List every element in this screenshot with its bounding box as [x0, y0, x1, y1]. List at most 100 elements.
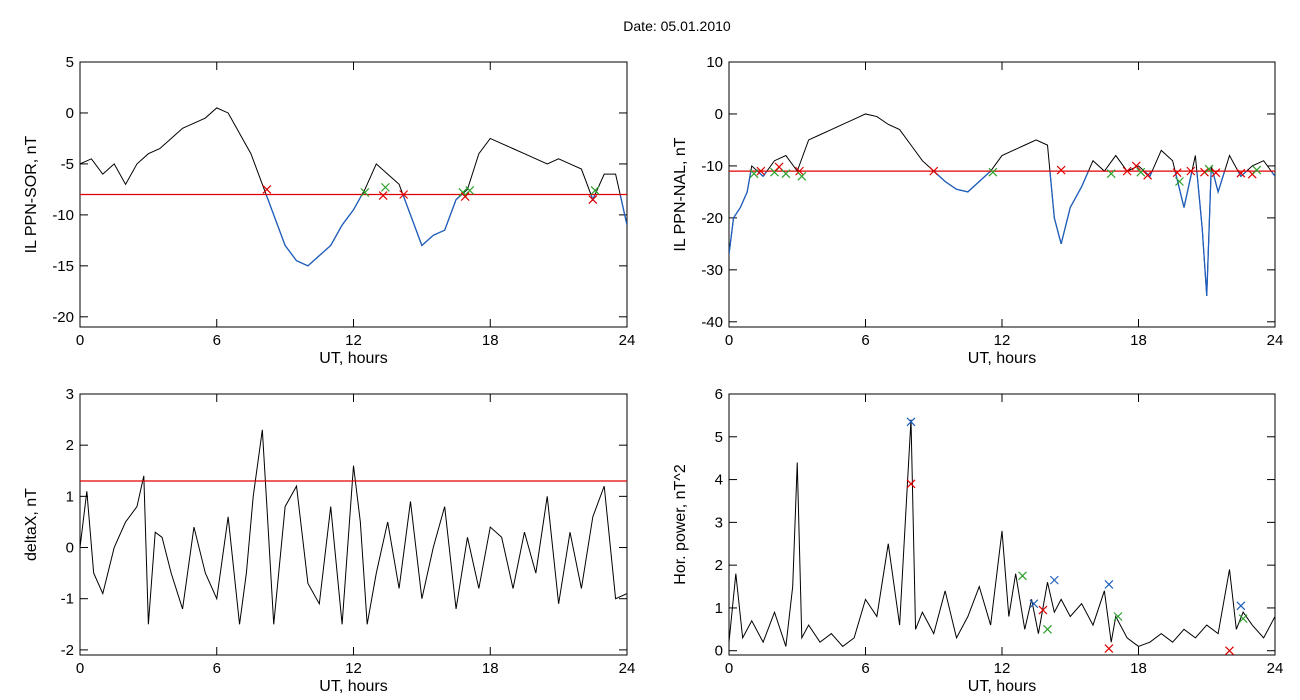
x-tick-label: 24 — [1267, 660, 1284, 677]
data-marker — [1211, 168, 1221, 178]
x-tick-label: 18 — [1130, 660, 1147, 677]
data-marker — [906, 417, 916, 427]
y-tick-label: 5 — [66, 54, 74, 71]
y-tick-label: 5 — [715, 429, 723, 446]
panel-hor-power: 0 6 12 18 24 6 5 4 3 2 1 0 UT, hours Hor. power, nT^2 — [672, 386, 1283, 695]
data-marker — [1172, 168, 1182, 178]
x-axis-label: UT, hours — [968, 678, 1036, 695]
data-marker — [1029, 599, 1039, 609]
y-tick-label: 0 — [715, 106, 723, 123]
series-line — [80, 429, 627, 625]
data-marker — [1104, 579, 1114, 589]
data-marker — [590, 185, 600, 195]
data-marker — [1113, 612, 1123, 621]
y-tick-label: -1 — [61, 591, 74, 608]
x-tick-label: 12 — [994, 660, 1011, 677]
data-marker — [756, 166, 766, 176]
y-tick-label: 2 — [66, 437, 74, 454]
y-tick-label: -10 — [701, 158, 723, 175]
y-tick-label: -10 — [52, 207, 74, 224]
y-tick-label: 0 — [66, 105, 74, 122]
data-marker — [262, 184, 272, 194]
x-axis-label: UT, hours — [968, 350, 1036, 367]
data-marker — [458, 188, 468, 197]
y-tick-label: -5 — [61, 156, 74, 173]
data-marker — [1038, 605, 1048, 615]
y-tick-label: 10 — [706, 54, 723, 71]
y-tick-label: 3 — [66, 386, 74, 403]
y-tick-label: 0 — [66, 540, 74, 557]
y-axis-label: IL PPN-SOR, nT — [23, 135, 40, 253]
data-marker — [1175, 177, 1184, 186]
y-tick-label: -2 — [61, 642, 74, 659]
data-marker — [1049, 575, 1059, 585]
data-marker — [1186, 166, 1196, 176]
data-marker — [1136, 167, 1146, 177]
y-axis-label: Hor. power, nT^2 — [672, 464, 689, 585]
data-marker — [1122, 166, 1132, 176]
data-marker — [1236, 601, 1246, 611]
data-marker — [465, 185, 475, 195]
y-tick-label: 6 — [715, 386, 723, 403]
data-marker — [781, 169, 791, 179]
data-marker — [1204, 164, 1214, 174]
x-tick-label: 12 — [345, 660, 362, 677]
page-title: Date: 05.01.2010 — [623, 18, 731, 34]
plot-area — [729, 417, 1275, 655]
x-tick-label: 24 — [1267, 332, 1284, 349]
series-line-below-threshold — [265, 194, 627, 267]
panel-ppn-nal: 0 6 12 18 24 10 0 -10 -20 -30 -40 UT, hours IL PPN-N… — [672, 54, 1283, 367]
series-line — [80, 107, 627, 267]
x-tick-label: 0 — [725, 332, 733, 349]
panel-ppn-sor: 0 6 12 18 24 5 0 -5 -10 -15 -20 UT, hours IL PPN-SOR… — [23, 54, 635, 367]
y-tick-label: -15 — [52, 258, 74, 275]
plot-frame — [728, 393, 1276, 656]
x-tick-label: 0 — [76, 660, 84, 677]
x-tick-label: 6 — [213, 660, 221, 677]
plot-area — [80, 429, 627, 625]
data-marker — [749, 169, 759, 179]
data-marker — [795, 166, 804, 176]
x-tick-label: 18 — [482, 660, 499, 677]
data-marker — [380, 182, 390, 192]
x-axis-label: UT, hours — [319, 678, 387, 695]
y-tick-label: -20 — [52, 309, 74, 326]
plot-area — [80, 107, 627, 267]
x-tick-label: 24 — [619, 660, 636, 677]
y-axis-label: deltaX, nT — [23, 488, 40, 561]
series-line — [729, 113, 1275, 296]
data-marker — [1043, 624, 1052, 634]
data-marker — [906, 479, 916, 489]
x-tick-label: 6 — [861, 660, 869, 677]
data-marker — [797, 171, 807, 181]
y-tick-label: -30 — [701, 262, 723, 279]
y-tick-label: 4 — [715, 472, 723, 489]
panel-deltax: 0 6 12 18 24 3 2 1 0 -1 -2 UT, hours deltaX, nT — [23, 386, 635, 695]
y-tick-label: 3 — [715, 514, 723, 531]
data-marker — [774, 162, 784, 172]
data-marker — [1143, 170, 1153, 180]
y-tick-label: 1 — [66, 488, 74, 505]
y-tick-label: -20 — [701, 210, 723, 227]
series-line-below-threshold — [729, 171, 1275, 296]
x-tick-label: 6 — [213, 332, 221, 349]
data-marker — [1236, 168, 1246, 178]
x-tick-label: 12 — [345, 332, 362, 349]
x-tick-label: 6 — [861, 332, 869, 349]
data-marker — [588, 195, 598, 205]
data-marker — [1104, 644, 1114, 654]
series-line — [729, 419, 1275, 648]
plot-frame — [79, 393, 628, 656]
data-marker — [399, 190, 409, 199]
data-marker — [1018, 571, 1027, 581]
data-marker — [1225, 646, 1234, 655]
data-marker — [378, 191, 388, 200]
data-marker — [988, 167, 998, 177]
x-tick-label: 0 — [76, 332, 84, 349]
x-tick-label: 12 — [994, 332, 1011, 349]
x-tick-label: 0 — [725, 660, 733, 677]
x-tick-label: 18 — [482, 332, 499, 349]
data-marker — [1131, 161, 1141, 171]
data-marker — [1200, 167, 1209, 177]
